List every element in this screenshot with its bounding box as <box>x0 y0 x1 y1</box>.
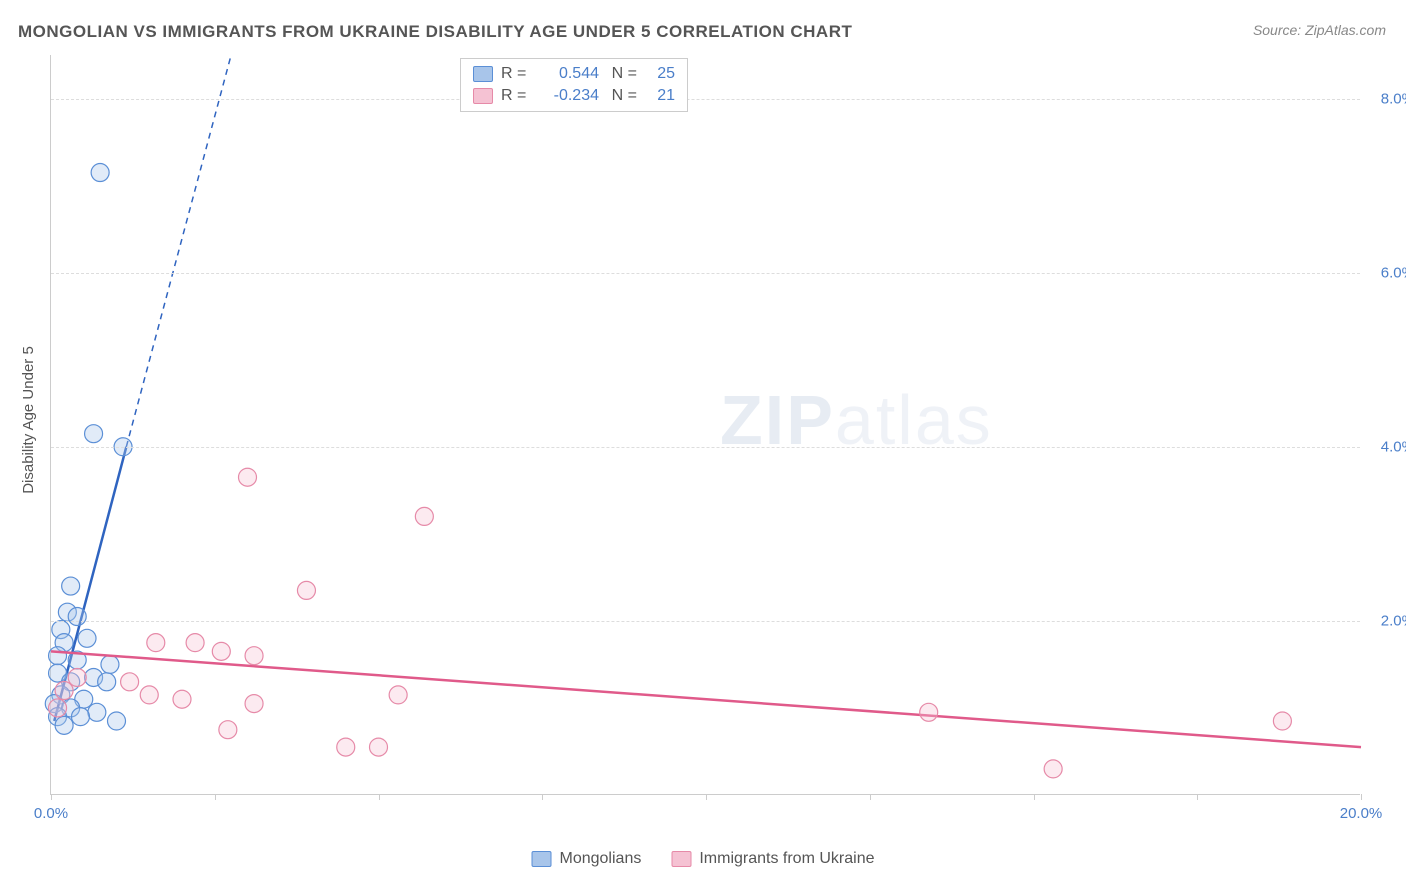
data-point <box>88 703 106 721</box>
x-tick <box>1197 794 1198 800</box>
data-point <box>219 721 237 739</box>
data-point <box>239 468 257 486</box>
y-tick-label: 4.0% <box>1365 438 1406 455</box>
data-point <box>245 695 263 713</box>
stats-row-1: R = 0.544 N = 25 <box>473 63 675 85</box>
legend-item: Mongolians <box>532 850 642 868</box>
r-value-2: -0.234 <box>539 87 599 105</box>
bottom-legend: Mongolians Immigrants from Ukraine <box>532 850 875 868</box>
source-label: Source: ZipAtlas.com <box>1253 22 1386 38</box>
x-tick-label: 0.0% <box>34 805 68 822</box>
x-tick <box>870 794 871 800</box>
plot-area: 2.0%4.0%6.0%8.0% 0.0%20.0% <box>50 55 1360 795</box>
gridline <box>51 99 1360 100</box>
legend-item: Immigrants from Ukraine <box>671 850 874 868</box>
r-value-1: 0.544 <box>539 65 599 83</box>
gridline <box>51 621 1360 622</box>
data-point <box>68 608 86 626</box>
data-point <box>121 673 139 691</box>
x-tick <box>706 794 707 800</box>
data-point <box>245 647 263 665</box>
data-point <box>140 686 158 704</box>
data-point <box>1044 760 1062 778</box>
data-point <box>1273 712 1291 730</box>
data-point <box>55 682 73 700</box>
data-point <box>186 634 204 652</box>
data-point <box>920 703 938 721</box>
swatch-icon <box>671 851 691 867</box>
data-point <box>78 629 96 647</box>
y-axis-label: Disability Age Under 5 <box>20 346 37 494</box>
data-point <box>71 708 89 726</box>
data-point <box>91 164 109 182</box>
y-tick-label: 2.0% <box>1365 612 1406 629</box>
data-point <box>108 712 126 730</box>
swatch-icon <box>473 66 493 82</box>
n-label: N = <box>607 65 637 83</box>
r-label: R = <box>501 65 531 83</box>
data-point <box>389 686 407 704</box>
x-tick <box>215 794 216 800</box>
data-point <box>62 577 80 595</box>
y-tick-label: 6.0% <box>1365 264 1406 281</box>
x-tick <box>1034 794 1035 800</box>
data-point <box>49 647 67 665</box>
y-tick-label: 8.0% <box>1365 90 1406 107</box>
stats-row-2: R = -0.234 N = 21 <box>473 85 675 107</box>
data-point <box>49 699 67 717</box>
legend-label: Immigrants from Ukraine <box>699 850 874 868</box>
data-point <box>297 581 315 599</box>
gridline <box>51 447 1360 448</box>
data-point <box>173 690 191 708</box>
x-tick <box>1361 794 1362 800</box>
data-point <box>101 655 119 673</box>
trend-line-dashed <box>126 55 231 447</box>
legend-label: Mongolians <box>560 850 642 868</box>
data-point <box>85 425 103 443</box>
data-point <box>98 673 116 691</box>
data-point <box>147 634 165 652</box>
data-point <box>370 738 388 756</box>
swatch-icon <box>532 851 552 867</box>
data-point <box>337 738 355 756</box>
n-value-1: 25 <box>645 65 675 83</box>
chart-title: MONGOLIAN VS IMMIGRANTS FROM UKRAINE DIS… <box>18 22 852 42</box>
x-tick <box>542 794 543 800</box>
x-tick <box>51 794 52 800</box>
data-point <box>55 716 73 734</box>
r-label: R = <box>501 87 531 105</box>
x-tick <box>379 794 380 800</box>
gridline <box>51 273 1360 274</box>
data-point <box>415 507 433 525</box>
stats-box: R = 0.544 N = 25 R = -0.234 N = 21 <box>460 58 688 112</box>
chart-svg <box>51 55 1360 794</box>
x-tick-label: 20.0% <box>1340 805 1383 822</box>
n-value-2: 21 <box>645 87 675 105</box>
n-label: N = <box>607 87 637 105</box>
swatch-icon <box>473 88 493 104</box>
data-point <box>212 642 230 660</box>
